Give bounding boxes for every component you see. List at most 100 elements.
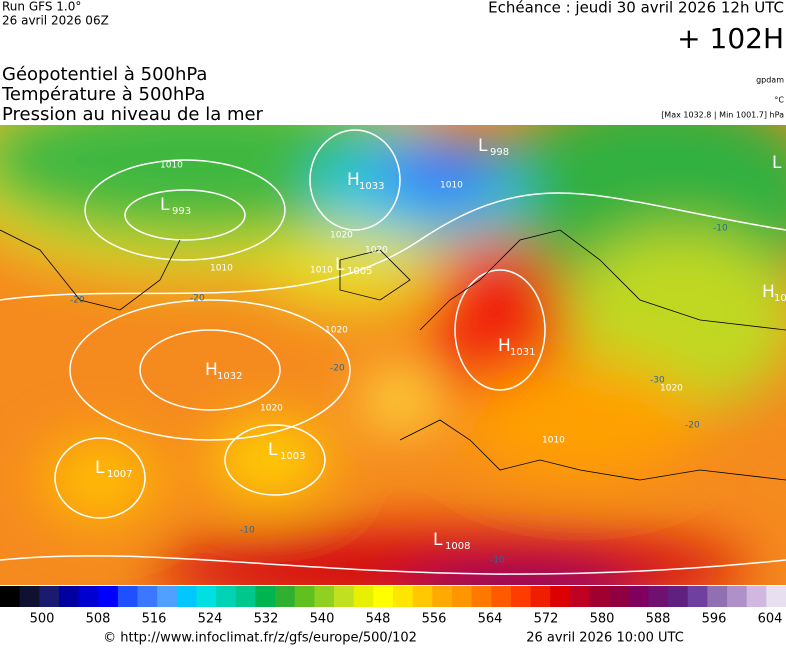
colorbar-swatch (0, 586, 21, 607)
colorbar-swatch (628, 586, 649, 607)
center-letter: L (95, 458, 105, 478)
colorbar-label: 548 (366, 612, 391, 627)
colorbar-swatch (255, 586, 276, 607)
center-value: 1033 (359, 181, 384, 192)
unit: °C (774, 96, 784, 105)
colorbar-swatch (196, 586, 217, 607)
colorbar-swatch (569, 586, 590, 607)
colorbar-swatch (746, 586, 767, 607)
legend-line: Température à 500hPa (1, 84, 205, 105)
colorbar-swatch (648, 586, 669, 607)
colorbar-label: 556 (422, 612, 447, 627)
colorbar-label: 596 (702, 612, 727, 627)
colorbar-swatch (707, 586, 728, 607)
center-letter: L (268, 440, 278, 460)
center-letter: H (498, 336, 511, 356)
colorbar-swatch (294, 586, 315, 607)
center-value: 1031 (510, 347, 535, 358)
colorbar-swatch (530, 586, 551, 607)
coastlines (0, 229, 786, 481)
colorbar-swatch (78, 586, 99, 607)
colorbar-swatch (98, 586, 119, 607)
colorbar-swatch (510, 586, 532, 607)
colorbar-swatch (275, 586, 296, 607)
colorbar-swatch (235, 586, 256, 607)
contour-label: 1010 (210, 264, 233, 274)
colorbar-swatch (157, 586, 178, 607)
center-value: 1007 (107, 469, 132, 480)
colorbar-swatch (19, 586, 40, 607)
legend-line: Géopotentiel à 500hPa (2, 64, 207, 85)
center-letter: L (478, 136, 488, 156)
colorbar-swatch (412, 586, 433, 607)
colorbar-label: 580 (590, 612, 615, 627)
colorbar-label: 532 (254, 612, 279, 627)
center-letter: L (160, 195, 170, 215)
colorbar-label: 604 (758, 612, 783, 627)
echeance: Echéance : jeudi 30 avril 2026 12h UTC (488, 0, 784, 17)
colorbar-swatch (432, 586, 453, 607)
colorbar-swatch (393, 586, 414, 607)
colorbar-label: 508 (86, 612, 111, 627)
colorbar-swatch (314, 586, 335, 607)
colorbar-label: 564 (478, 612, 503, 627)
colorbar-swatch (550, 586, 571, 607)
center-value: 998 (490, 147, 509, 158)
colorbar-swatch (727, 586, 748, 607)
colorbar-swatch (58, 586, 80, 607)
lead-time: + 102H (677, 22, 784, 55)
colorbar-swatch (766, 586, 786, 607)
unit: gpdam (756, 76, 784, 85)
center-letter: L (335, 255, 345, 275)
contour-label: 1020 (365, 246, 388, 256)
center-value: 1003 (280, 451, 305, 462)
center-letter: L (772, 153, 782, 173)
contour-label: 1020 (325, 326, 348, 336)
contour-label: -20 (190, 294, 205, 304)
colorbar-label: 572 (534, 612, 559, 627)
contour-label: 1010 (160, 161, 183, 171)
footer-date: 26 avril 2026 10:00 UTC (526, 631, 684, 646)
colorbar-label: 516 (142, 612, 167, 627)
contour-label: -30 (650, 376, 665, 386)
colorbar-swatch (334, 586, 355, 607)
colorbar-swatch (117, 586, 139, 607)
colorbar-swatch (353, 586, 374, 607)
colorbar-swatch (471, 586, 492, 607)
colorbar-swatch (451, 586, 473, 607)
colorbar-swatch (589, 586, 610, 607)
center-letter: H (205, 360, 218, 380)
contour-label: 1020 (660, 384, 683, 394)
colorbar-swatch (668, 586, 689, 607)
center-value: 993 (172, 206, 191, 217)
contour-label: 1020 (330, 231, 353, 241)
colorbar-swatch (176, 586, 197, 607)
center-value: 1008 (445, 541, 470, 552)
center-letter: H (347, 170, 360, 190)
colorbar-label: 500 (30, 612, 55, 627)
colorbar-label: 588 (646, 612, 671, 627)
center-letter: L (433, 530, 443, 550)
center-value: 10 (774, 293, 786, 304)
contour-label: 1010 (310, 266, 333, 276)
contour-label: -10 (240, 526, 255, 536)
center-value: 1005 (347, 266, 372, 277)
colorbar-swatch (609, 586, 630, 607)
contour-label: -10 (713, 224, 728, 234)
run-date: 26 avril 2026 06Z (2, 14, 109, 28)
colorbar-swatch (39, 586, 60, 607)
map-field (0, 125, 786, 585)
center-letter: H (762, 282, 775, 302)
contour-label: 1020 (260, 404, 283, 414)
colorbar-swatch (491, 586, 512, 607)
footer-url: © http://www.infoclimat.fr/z/gfs/europe/… (103, 631, 417, 646)
colorbar-label: 540 (310, 612, 335, 627)
contour-label: 1010 (440, 181, 463, 191)
colorbar-swatch (687, 586, 708, 607)
colorbar-swatch (137, 586, 158, 607)
colorbar-swatch (373, 586, 394, 607)
contour-label: -10 (490, 556, 505, 566)
unit: [Max 1032.8 | Min 1001.7] hPa (661, 111, 784, 120)
center-value: 1032 (217, 371, 242, 382)
